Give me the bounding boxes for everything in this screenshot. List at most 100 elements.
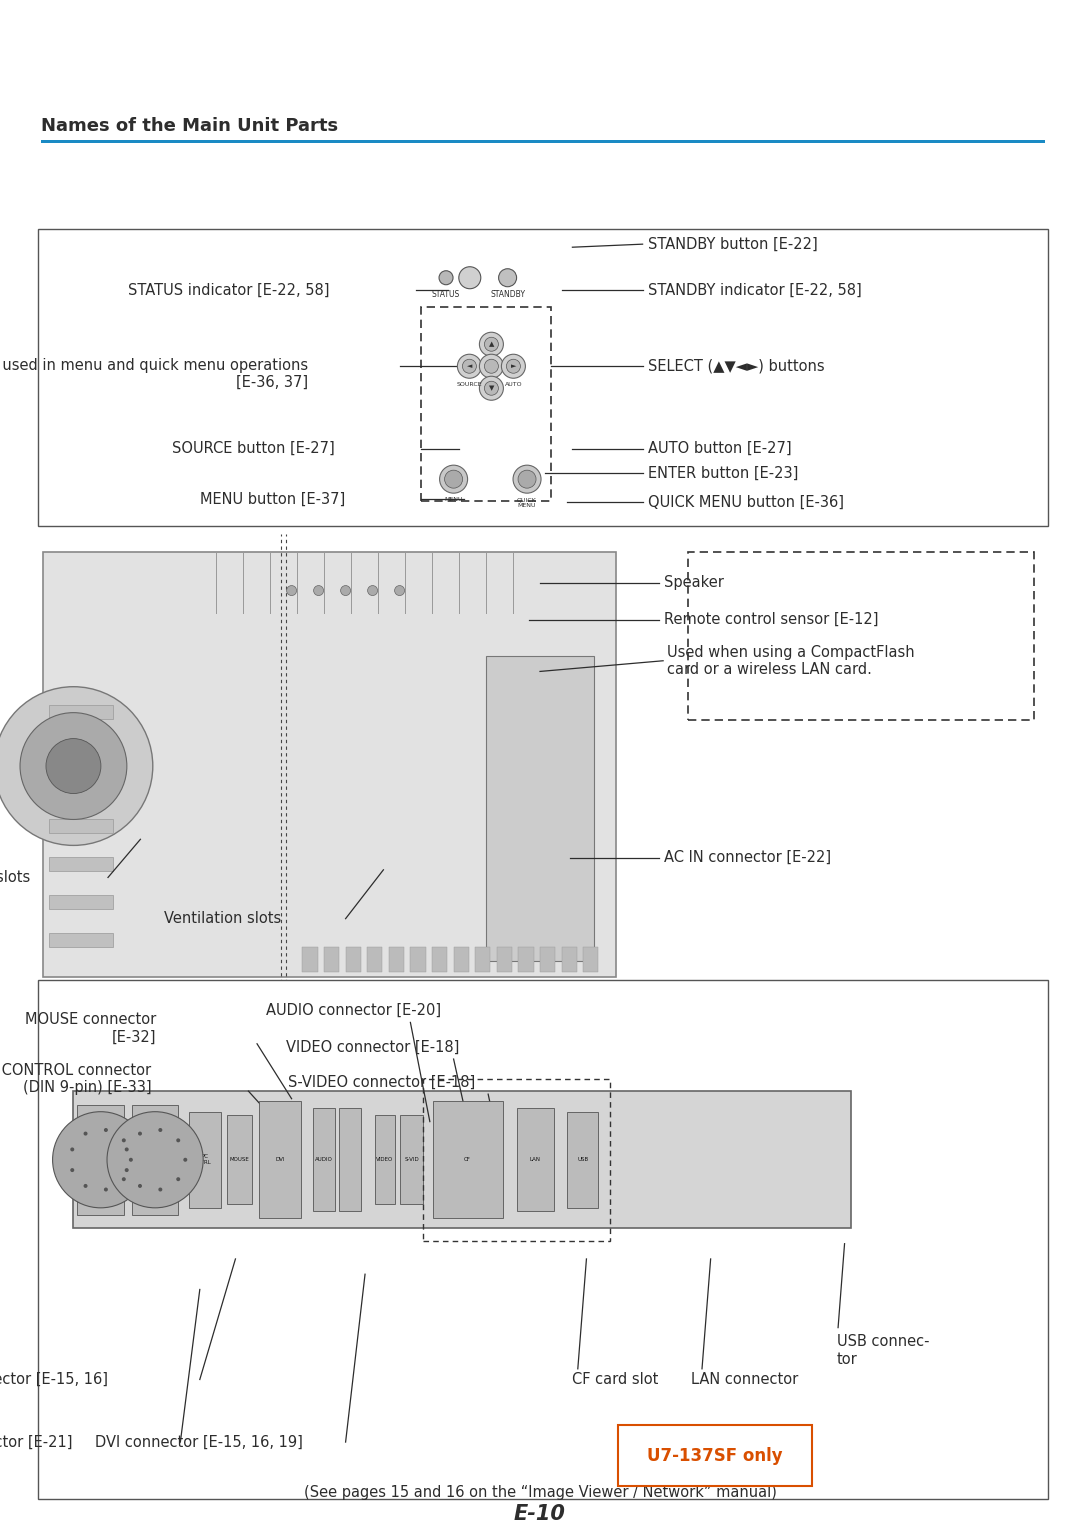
Circle shape <box>159 1128 162 1132</box>
Text: STANDBY button [E-22]: STANDBY button [E-22] <box>648 237 818 252</box>
Circle shape <box>340 586 351 595</box>
Bar <box>400 1116 423 1204</box>
Bar <box>423 1079 610 1241</box>
Bar <box>410 946 426 972</box>
Bar <box>49 894 113 908</box>
Text: CF: CF <box>464 1157 471 1163</box>
Text: STANDBY: STANDBY <box>490 290 525 299</box>
Text: AUTO: AUTO <box>504 382 523 388</box>
Circle shape <box>159 1187 162 1192</box>
Bar <box>49 932 113 946</box>
Circle shape <box>507 359 521 374</box>
Bar <box>375 1116 394 1204</box>
Circle shape <box>70 1167 75 1172</box>
Bar <box>302 946 318 972</box>
Circle shape <box>122 1177 125 1181</box>
Circle shape <box>480 333 503 356</box>
Text: PC CONTROL connector
(DIN 9-pin) [E-33]: PC CONTROL connector (DIN 9-pin) [E-33] <box>0 1062 151 1096</box>
Text: LAN connector: LAN connector <box>691 1372 798 1387</box>
Text: Ventilation slots: Ventilation slots <box>163 911 281 926</box>
Text: AUDIO connector [E-20]: AUDIO connector [E-20] <box>266 1003 441 1018</box>
Text: MOUSE connector
[E-32]: MOUSE connector [E-32] <box>25 1012 157 1045</box>
Circle shape <box>394 586 405 595</box>
Bar <box>49 705 113 719</box>
Text: USB: USB <box>577 1157 589 1163</box>
Text: DVI connector [E-15, 16, 19]: DVI connector [E-15, 16, 19] <box>95 1434 302 1450</box>
Circle shape <box>46 739 100 794</box>
Circle shape <box>104 1187 108 1192</box>
Text: ENTER button [E-23]: ENTER button [E-23] <box>648 465 798 481</box>
Circle shape <box>138 1132 141 1135</box>
Text: ▲: ▲ <box>489 342 494 348</box>
Text: QUICK MENU button [E-36]: QUICK MENU button [E-36] <box>648 494 843 510</box>
Bar <box>389 946 404 972</box>
Circle shape <box>176 1138 180 1143</box>
Bar <box>540 946 555 972</box>
Circle shape <box>184 1158 187 1161</box>
Bar <box>475 946 490 972</box>
Circle shape <box>83 1132 87 1135</box>
Circle shape <box>367 586 378 595</box>
Text: SOURCE button [E-27]: SOURCE button [E-27] <box>172 441 335 456</box>
Text: E-10: E-10 <box>514 1503 566 1524</box>
Bar <box>518 946 534 972</box>
Bar <box>49 818 113 833</box>
Bar <box>258 1102 301 1218</box>
Text: AUTO button [E-27]: AUTO button [E-27] <box>648 441 792 456</box>
Circle shape <box>104 1128 108 1132</box>
Text: RGB OUT connector [E-21]: RGB OUT connector [E-21] <box>0 1434 72 1450</box>
Bar <box>38 980 1048 1499</box>
Circle shape <box>138 1184 141 1187</box>
Text: MENU button [E-37]: MENU button [E-37] <box>201 491 346 507</box>
Bar <box>567 1111 598 1209</box>
Text: S-VID: S-VID <box>404 1157 419 1163</box>
Bar <box>313 1108 335 1212</box>
Text: AUDIO: AUDIO <box>315 1157 333 1163</box>
Circle shape <box>129 1158 133 1161</box>
Text: CF card slot: CF card slot <box>572 1372 659 1387</box>
Bar <box>49 781 113 795</box>
Circle shape <box>499 269 516 287</box>
Circle shape <box>445 470 462 488</box>
Bar <box>41 140 1045 143</box>
Text: USB connec-
tor: USB connec- tor <box>837 1334 930 1367</box>
Bar <box>73 1091 851 1228</box>
Bar <box>346 946 361 972</box>
Circle shape <box>0 687 152 845</box>
Text: RGB
OUT: RGB OUT <box>95 1154 107 1166</box>
Circle shape <box>485 359 498 374</box>
Bar <box>421 307 551 501</box>
Text: STANDBY indicator [E-22, 58]: STANDBY indicator [E-22, 58] <box>648 282 862 298</box>
Bar <box>516 1108 554 1212</box>
Text: ►: ► <box>511 363 516 369</box>
Circle shape <box>518 470 536 488</box>
Text: Buttons used in menu and quick menu operations
[E-36, 37]: Buttons used in menu and quick menu oper… <box>0 357 308 391</box>
Circle shape <box>286 586 297 595</box>
Bar <box>132 1105 178 1215</box>
Circle shape <box>480 377 503 400</box>
Bar <box>497 946 512 972</box>
Circle shape <box>458 354 482 378</box>
Bar <box>486 656 594 961</box>
Circle shape <box>462 359 476 374</box>
Text: Speaker: Speaker <box>664 575 724 591</box>
Text: MOUSE: MOUSE <box>229 1157 249 1163</box>
Circle shape <box>122 1138 125 1143</box>
Text: SELECT (▲▼◄►) buttons: SELECT (▲▼◄►) buttons <box>648 359 825 374</box>
Circle shape <box>107 1111 203 1209</box>
Text: QUICK
MENU: QUICK MENU <box>517 497 537 508</box>
Circle shape <box>83 1184 87 1187</box>
Circle shape <box>124 1148 129 1152</box>
Bar <box>432 946 447 972</box>
Bar <box>38 229 1048 526</box>
Bar <box>562 946 577 972</box>
Bar <box>367 946 382 972</box>
Circle shape <box>513 465 541 493</box>
Bar <box>339 1108 361 1212</box>
Bar <box>227 1116 252 1204</box>
Text: S-VIDEO connector [E-18]: S-VIDEO connector [E-18] <box>288 1074 475 1090</box>
Circle shape <box>440 465 468 493</box>
Text: LAN: LAN <box>530 1157 541 1163</box>
Bar <box>618 1425 812 1486</box>
Bar <box>433 1102 502 1218</box>
